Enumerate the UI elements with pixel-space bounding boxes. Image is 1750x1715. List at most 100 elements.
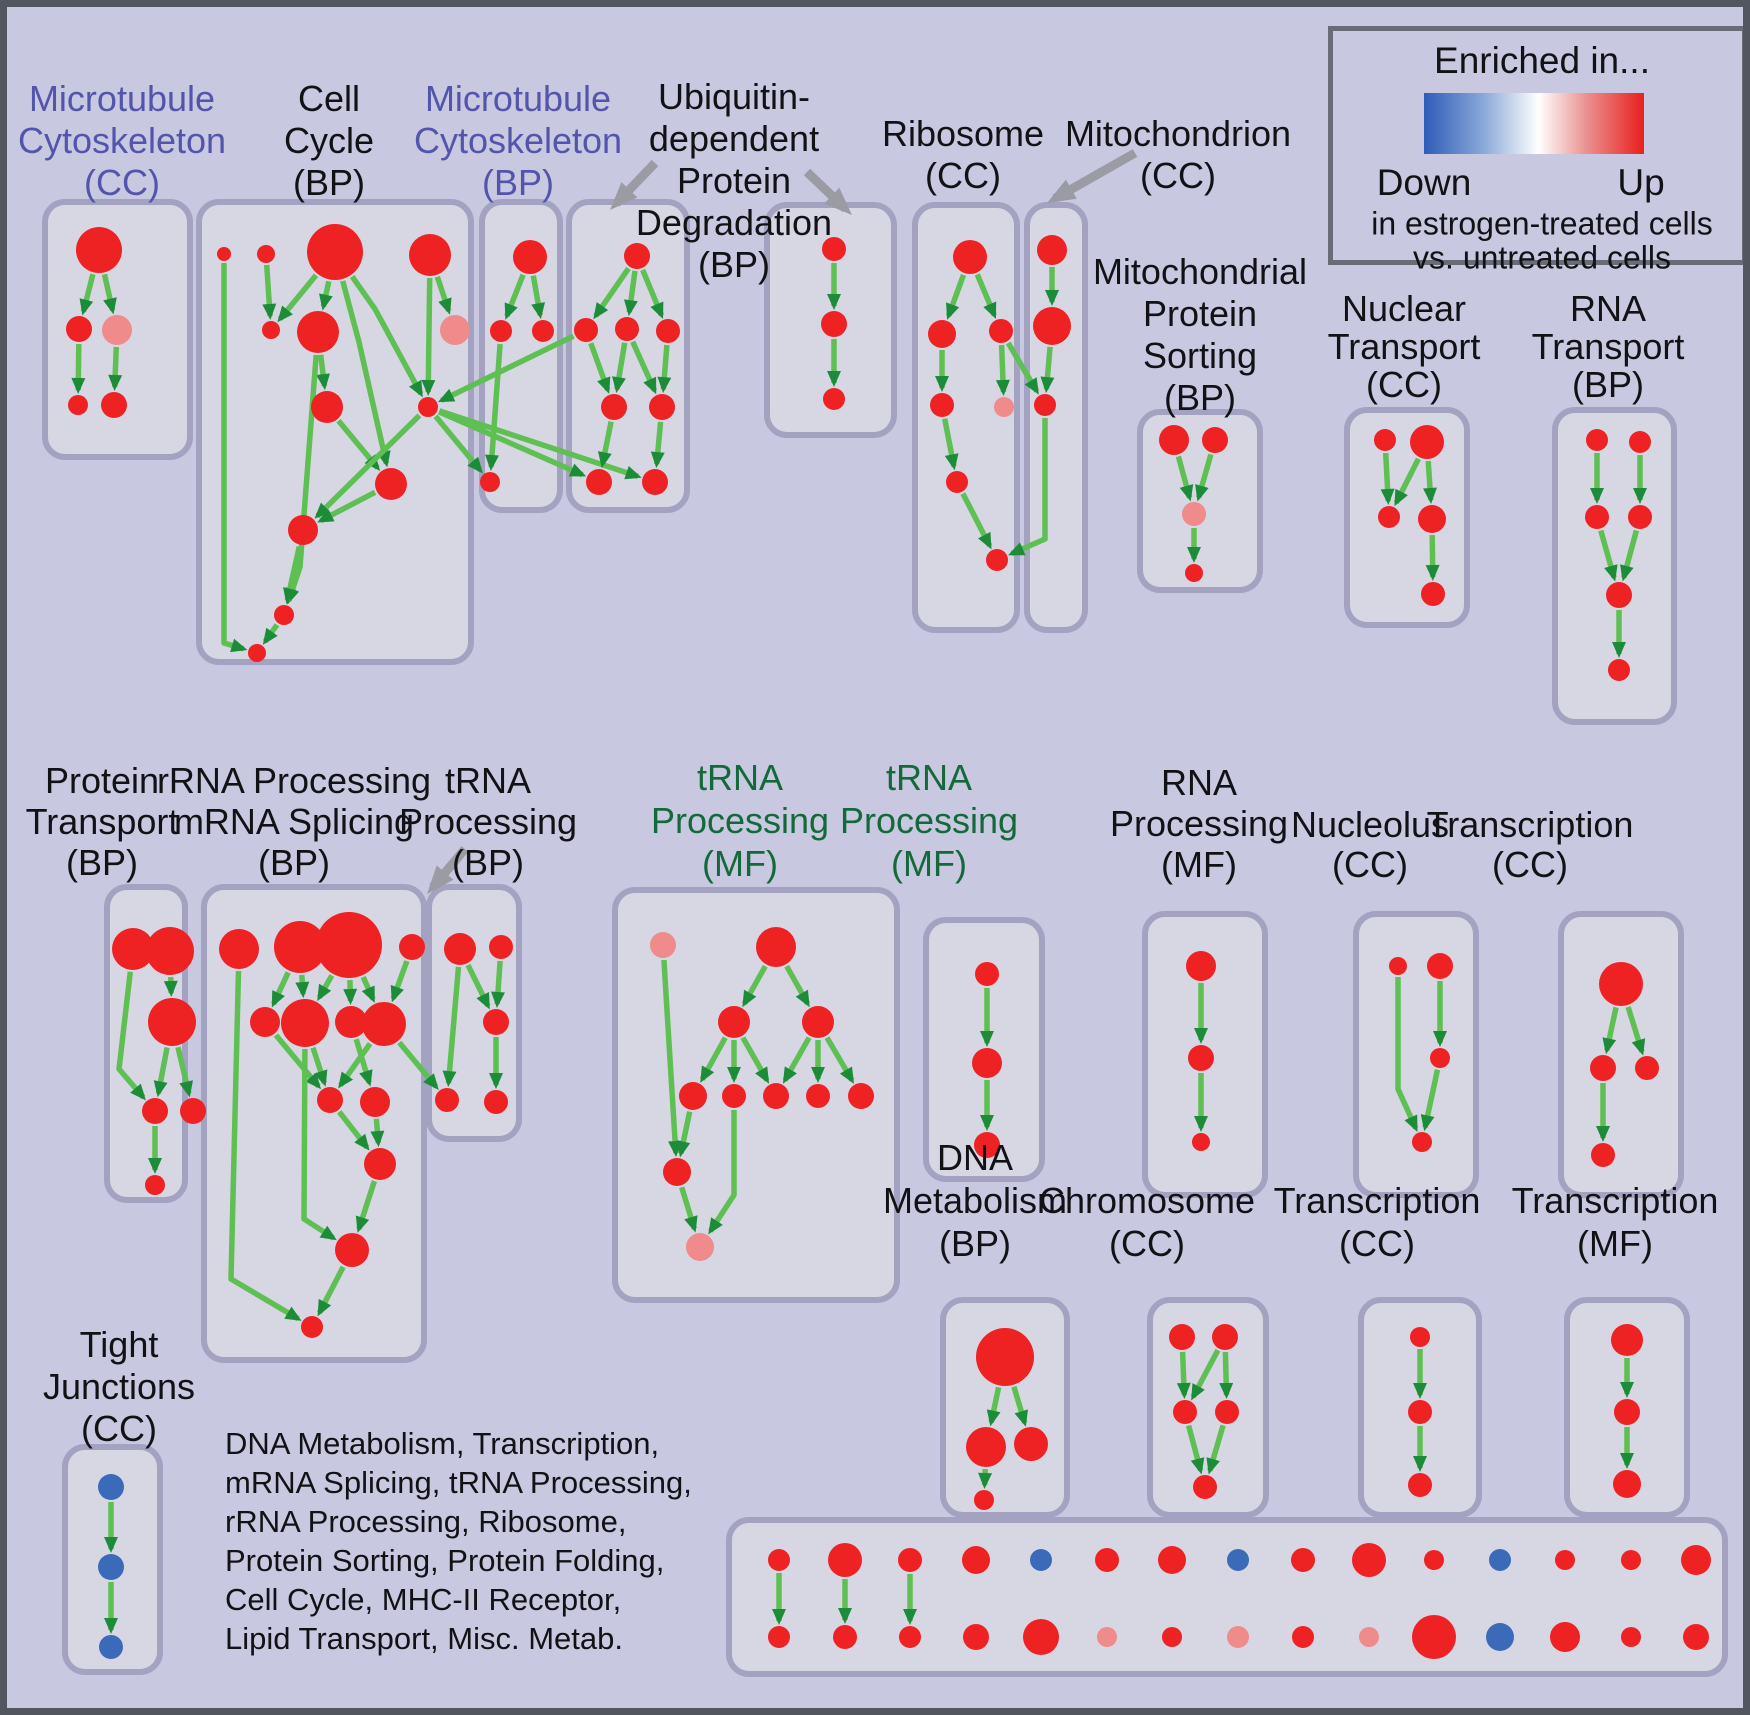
go-term-node [649,394,675,420]
go-term-node [1158,1546,1186,1574]
go-term-edge [661,959,683,1157]
go-term-edge [314,413,422,519]
go-term-node [974,1490,994,1510]
go-term-edge [741,964,768,1008]
box-nuclear-transport-cc [1344,407,1470,628]
go-term-node [335,1006,367,1038]
go-term-node [898,1548,922,1572]
go-term-node [1188,1045,1214,1071]
go-term-edge [437,333,575,403]
go-term-edge [491,960,505,1008]
legend-down-label: Down [1376,162,1472,203]
go-term-edge [316,1265,346,1317]
go-term-node [976,1328,1034,1386]
go-term-node [650,932,676,958]
go-term-edge [974,273,997,319]
go-term-node [1186,951,1216,981]
go-term-node [1683,1624,1709,1650]
go-term-node [98,1474,124,1500]
go-term-edge [262,623,280,645]
go-term-node [257,245,275,263]
go-term-node [1227,1626,1249,1648]
go-term-edge [421,277,436,396]
go-term-node [1486,1623,1514,1651]
go-term-node [317,1087,343,1113]
label-pointer-arrow [427,846,469,894]
go-term-node [66,316,92,342]
go-term-node [375,468,407,500]
go-term-node [1430,1048,1450,1068]
go-term-node [1212,1324,1238,1350]
go-term-edge [319,280,333,311]
go-term-node [1374,429,1396,451]
go-term-node [1421,582,1445,606]
go-term-edge [1423,460,1437,504]
go-term-node [1215,1400,1239,1424]
go-term-edge [824,1036,855,1084]
go-term-node [989,319,1013,343]
go-term-node [1182,502,1206,526]
go-term-node [112,928,154,970]
go-term-node [686,1233,714,1261]
go-term-edge [442,966,462,1088]
go-term-node [656,319,680,343]
go-term-node [1424,1550,1444,1570]
go-term-node [217,247,231,261]
go-term-node [1611,1324,1643,1356]
go-term-edge [370,1118,385,1148]
go-term-node [1291,1548,1315,1572]
box-mitochondrial-protein-sorting-bp [1137,409,1263,593]
legend-gradient-bar [1424,93,1644,154]
go-term-node [994,397,1014,417]
go-term-node [1427,953,1453,979]
go-term-node [1185,564,1203,582]
go-term-node [1037,235,1067,265]
go-term-edge [650,421,665,469]
go-term-edge [1185,1424,1205,1475]
go-term-edge [1190,1348,1221,1401]
go-term-edge [960,492,993,550]
go-term-edge [676,1111,693,1158]
go-term-node [953,240,987,274]
go-term-node [624,243,650,269]
go-term-edge [221,263,248,653]
go-term-node [848,1083,874,1109]
box-transcription-cc-mid [1558,911,1684,1198]
box-rrna-processing-mrna-splicing-bp [201,884,427,1363]
go-term-node [490,320,512,342]
go-term-node [828,1543,862,1577]
go-term-edge [316,974,335,1002]
go-term-node [972,1048,1002,1078]
go-term-edge [338,1042,373,1089]
go-term-node [307,224,363,280]
go-term-node [281,999,329,1047]
go-term-node [274,605,294,625]
go-term-node [642,469,668,495]
go-term-node [142,1098,168,1124]
go-term-node [483,1009,509,1035]
go-term-node [1410,425,1444,459]
go-term-node [262,321,280,339]
go-term-edge [986,1386,1002,1427]
label-pointer-arrow [1046,149,1138,203]
go-term-node [768,1549,790,1571]
go-term-node [1095,1548,1119,1572]
go-term-edge [295,974,310,999]
go-term-node [823,388,845,410]
go-term-edge [612,342,628,394]
go-term-node [409,234,451,276]
go-term-node [148,998,196,1046]
go-term-node [1591,1143,1615,1167]
go-term-node [722,1084,746,1108]
go-term-edge [271,971,291,1008]
go-term-node [99,1635,123,1659]
go-term-edge [782,1036,812,1084]
go-term-node [274,921,326,973]
go-term-node [928,320,956,348]
go-term-node [335,1233,369,1267]
go-term-edge [624,270,638,317]
go-term-node [444,933,476,965]
go-term-node [1621,1627,1641,1647]
go-term-node [360,1087,390,1117]
